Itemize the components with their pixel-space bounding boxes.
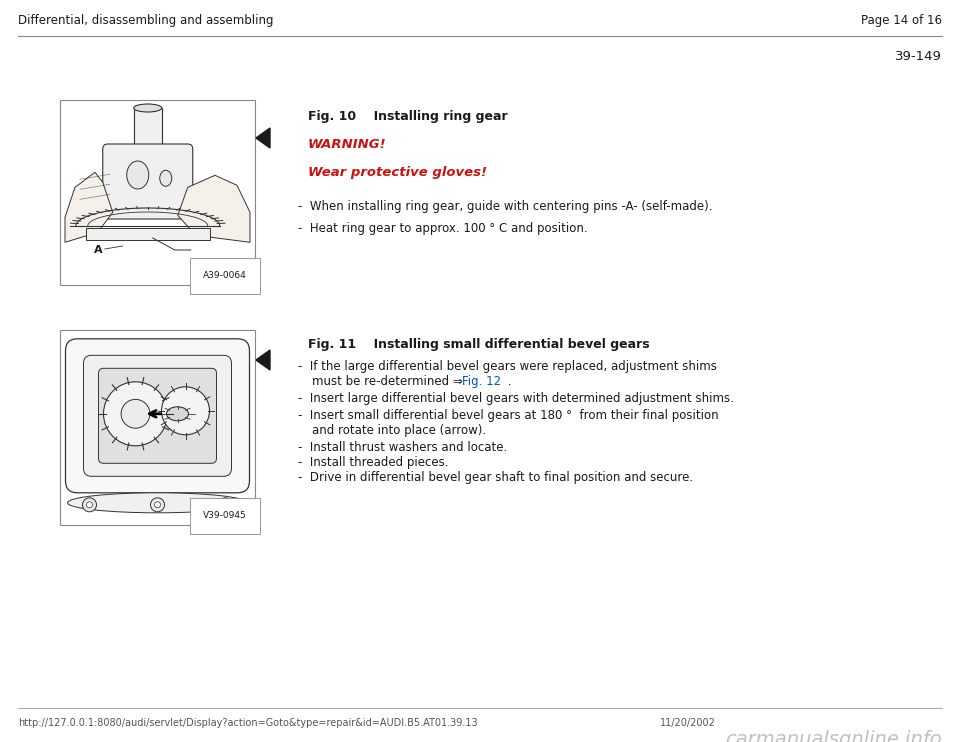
Text: -  Heat ring gear to approx. 100 ° C and position.: - Heat ring gear to approx. 100 ° C and … <box>298 222 588 235</box>
Text: -  Install thrust washers and locate.: - Install thrust washers and locate. <box>298 441 507 454</box>
Ellipse shape <box>166 407 188 421</box>
FancyBboxPatch shape <box>103 144 193 219</box>
Text: V39-0945: V39-0945 <box>204 511 247 520</box>
Text: -  Install threaded pieces.: - Install threaded pieces. <box>298 456 448 469</box>
Text: must be re-determined ⇒: must be re-determined ⇒ <box>312 375 467 388</box>
Text: -  Insert small differential bevel gears at 180 °  from their final position: - Insert small differential bevel gears … <box>298 409 719 422</box>
Polygon shape <box>256 350 270 370</box>
Bar <box>85 228 209 240</box>
Circle shape <box>161 387 209 435</box>
Text: Wear protective gloves!: Wear protective gloves! <box>308 166 487 179</box>
Circle shape <box>219 498 232 512</box>
FancyBboxPatch shape <box>84 355 231 476</box>
Circle shape <box>155 502 160 508</box>
Circle shape <box>223 502 228 508</box>
Text: 39-149: 39-149 <box>895 50 942 63</box>
Text: 11/20/2002: 11/20/2002 <box>660 718 716 728</box>
Text: -  If the large differential bevel gears were replaced, adjustment shims: - If the large differential bevel gears … <box>298 360 717 373</box>
Ellipse shape <box>67 493 248 513</box>
Text: A: A <box>94 245 103 255</box>
Text: WARNING!: WARNING! <box>308 138 387 151</box>
Ellipse shape <box>159 170 172 186</box>
Text: and rotate into place (arrow).: and rotate into place (arrow). <box>312 424 486 437</box>
FancyBboxPatch shape <box>99 368 217 463</box>
Text: -  When installing ring gear, guide with centering pins -A- (self-made).: - When installing ring gear, guide with … <box>298 200 712 213</box>
Text: Page 14 of 16: Page 14 of 16 <box>861 14 942 27</box>
Bar <box>133 108 161 153</box>
Bar <box>60 330 255 525</box>
Circle shape <box>83 498 97 512</box>
Text: Fig. 11    Installing small differential bevel gears: Fig. 11 Installing small differential be… <box>308 338 650 351</box>
Text: Fig. 10    Installing ring gear: Fig. 10 Installing ring gear <box>308 110 508 123</box>
Polygon shape <box>256 128 270 148</box>
Text: carmanualsqnline.info: carmanualsqnline.info <box>726 730 942 742</box>
Polygon shape <box>65 172 112 243</box>
Circle shape <box>151 498 164 512</box>
Text: .: . <box>504 375 512 388</box>
Bar <box>60 100 255 285</box>
Text: Differential, disassembling and assembling: Differential, disassembling and assembli… <box>18 14 274 27</box>
Text: -  Drive in differential bevel gear shaft to final position and secure.: - Drive in differential bevel gear shaft… <box>298 471 693 484</box>
Circle shape <box>86 502 92 508</box>
FancyBboxPatch shape <box>65 339 250 493</box>
Text: -  Insert large differential bevel gears with determined adjustment shims.: - Insert large differential bevel gears … <box>298 392 733 405</box>
Circle shape <box>104 382 167 446</box>
Text: Fig. 12: Fig. 12 <box>462 375 501 388</box>
Text: http://127.0.0.1:8080/audi/servlet/Display?action=Goto&type=repair&id=AUDI.B5.AT: http://127.0.0.1:8080/audi/servlet/Displ… <box>18 718 478 728</box>
Circle shape <box>121 399 150 428</box>
Ellipse shape <box>133 149 161 157</box>
Ellipse shape <box>133 104 161 112</box>
Ellipse shape <box>127 161 149 189</box>
Text: A39-0064: A39-0064 <box>204 272 247 280</box>
Polygon shape <box>178 175 250 243</box>
